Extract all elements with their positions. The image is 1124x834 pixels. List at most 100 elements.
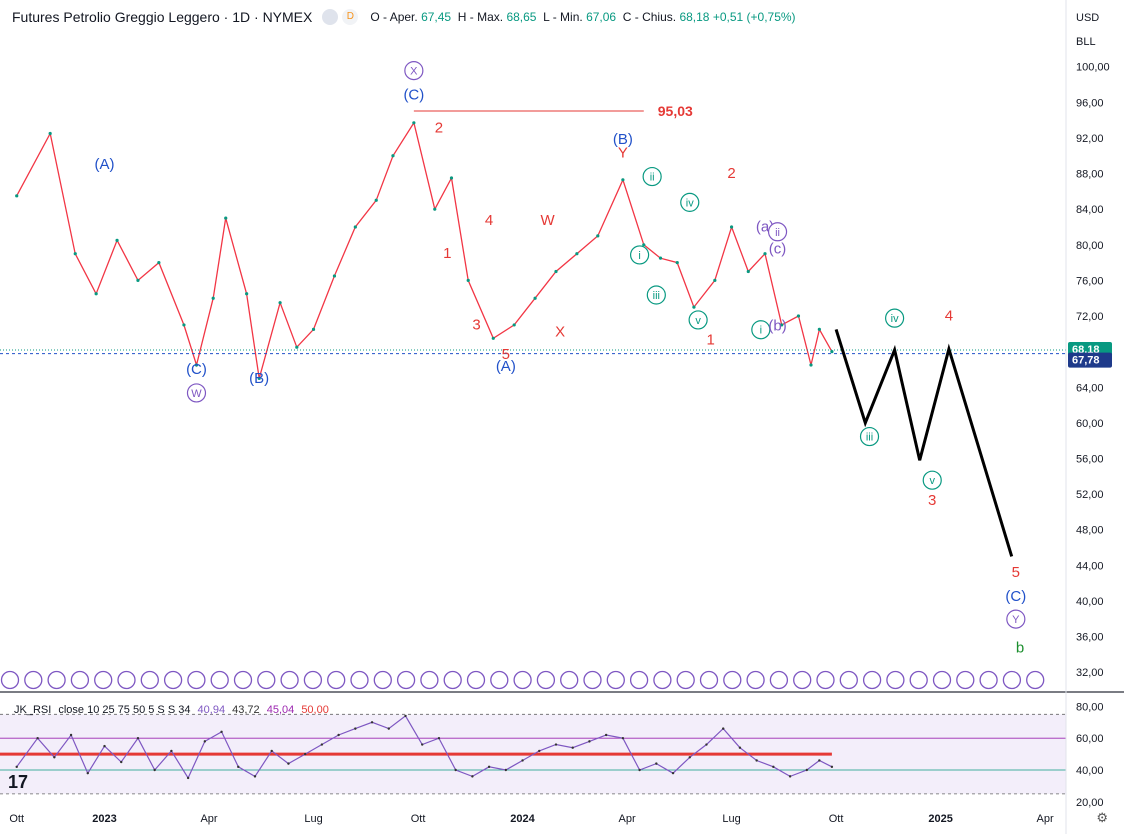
price-point [746,269,750,274]
event-marker-icon[interactable] [560,670,579,690]
rsi-point [153,768,156,772]
event-marker-icon[interactable] [1002,670,1022,690]
currency-selector[interactable]: USD [1076,12,1100,24]
indicator-value-2: 43,72 [232,704,260,716]
event-marker-icon[interactable] [327,670,346,690]
event-marker-icon[interactable] [187,670,206,690]
event-marker-icon[interactable] [396,670,416,690]
rsi-point [437,736,441,740]
indicator-name[interactable]: JK_RSI [14,704,52,716]
indicator-legend: JK_RSI close 10 25 75 50 5 S S 34 40,94 … [14,704,333,716]
wave-label: iv [891,313,899,325]
price-point [780,323,784,327]
wave-label-circle [186,383,207,403]
event-marker-icon[interactable] [47,670,66,690]
wave-label-circle [646,285,666,305]
wave-label: 4 [945,307,953,324]
price-point [295,345,299,349]
event-marker-icon[interactable] [932,670,952,690]
event-marker-icon[interactable] [606,670,625,690]
price-point [809,363,813,367]
wave-label: Y [618,145,628,162]
wave-label-circle [629,245,650,265]
indicator-value-4: 50,00 [301,704,329,716]
rsi-point [320,743,324,746]
event-marker-icon[interactable] [70,670,90,690]
event-marker-icon[interactable] [280,670,299,690]
wave-label-circle [404,61,424,81]
rsi-point [688,756,691,759]
close-value: 68,18 [679,10,710,24]
event-marker-icon[interactable] [699,670,719,690]
event-marker-icon[interactable] [24,670,43,690]
level-label-95: 95,03 [658,103,693,119]
event-marker-icon[interactable] [583,670,602,690]
wave-label: W [191,388,202,400]
event-marker-icon[interactable] [420,670,439,690]
event-marker-icon[interactable] [233,670,253,690]
event-marker-icon[interactable] [373,670,392,690]
rsi-point [772,765,775,769]
event-marker-icon[interactable] [862,670,882,690]
event-marker-icon[interactable] [257,670,276,690]
price-point [554,269,558,274]
rsi-point [370,721,374,724]
rsi-point [588,740,591,743]
wave-label: (C) [186,361,207,378]
event-marker-icon[interactable] [466,670,486,690]
event-marker-icon[interactable] [816,670,835,690]
event-marker-icon[interactable] [490,670,509,690]
rsi-pane[interactable] [0,713,1066,795]
event-marker-icon[interactable] [163,670,183,690]
event-marker-icon[interactable] [0,670,20,690]
event-marker-icon[interactable] [210,670,229,690]
event-marker-icon[interactable] [839,670,858,690]
price-point [796,314,801,318]
price-point [575,252,579,256]
event-marker-icon[interactable] [303,670,323,690]
rsi-point [454,768,457,772]
event-marker-icon[interactable] [676,670,695,690]
event-marker-icon[interactable] [117,670,136,690]
price-pane[interactable]: 95,03 [0,103,1066,690]
wave-label: 4 [485,212,493,229]
event-marker-icon[interactable] [1026,670,1045,690]
event-marker-icon[interactable] [629,670,649,690]
event-marker-icon[interactable] [909,670,928,690]
settings-gear-icon[interactable]: ⚙ [1096,810,1108,825]
event-marker-icon[interactable] [350,670,369,690]
event-marker-icon[interactable] [793,670,812,690]
price-tick-label: 56,00 [1076,453,1104,465]
event-marker-icon[interactable] [956,670,975,690]
price-point [311,327,316,331]
event-marker-icon[interactable] [140,670,159,690]
symbol-title[interactable]: Futures Petrolio Greggio Leggero · 1D · … [12,9,313,25]
price-point [157,261,161,265]
wave-label: 2 [435,120,443,137]
rsi-point [638,768,641,772]
price-tick-label: 80,00 [1076,240,1104,252]
unit-selector[interactable]: BLL [1076,36,1096,48]
rsi-point [805,768,809,772]
event-marker-icon[interactable] [653,670,672,690]
rsi-point [203,740,207,743]
price-tick-label: 96,00 [1076,97,1104,109]
wave-label-circle [680,192,700,212]
event-marker-icon[interactable] [723,670,742,690]
rsi-point [69,733,73,737]
event-marker-icon[interactable] [769,670,789,690]
event-marker-icon[interactable] [443,670,462,690]
rsi-point [722,727,725,730]
price-point [391,154,395,158]
rsi-point [253,775,257,778]
wave-label: Y [1012,614,1020,626]
event-marker-icon[interactable] [94,670,113,690]
event-marker-icon[interactable] [886,670,905,690]
price-point [729,225,734,229]
event-marker-icon[interactable] [746,670,765,690]
rsi-point [53,756,56,759]
event-marker-icon[interactable] [513,670,532,690]
event-marker-icon[interactable] [979,670,998,690]
event-marker-icon[interactable] [536,670,556,690]
